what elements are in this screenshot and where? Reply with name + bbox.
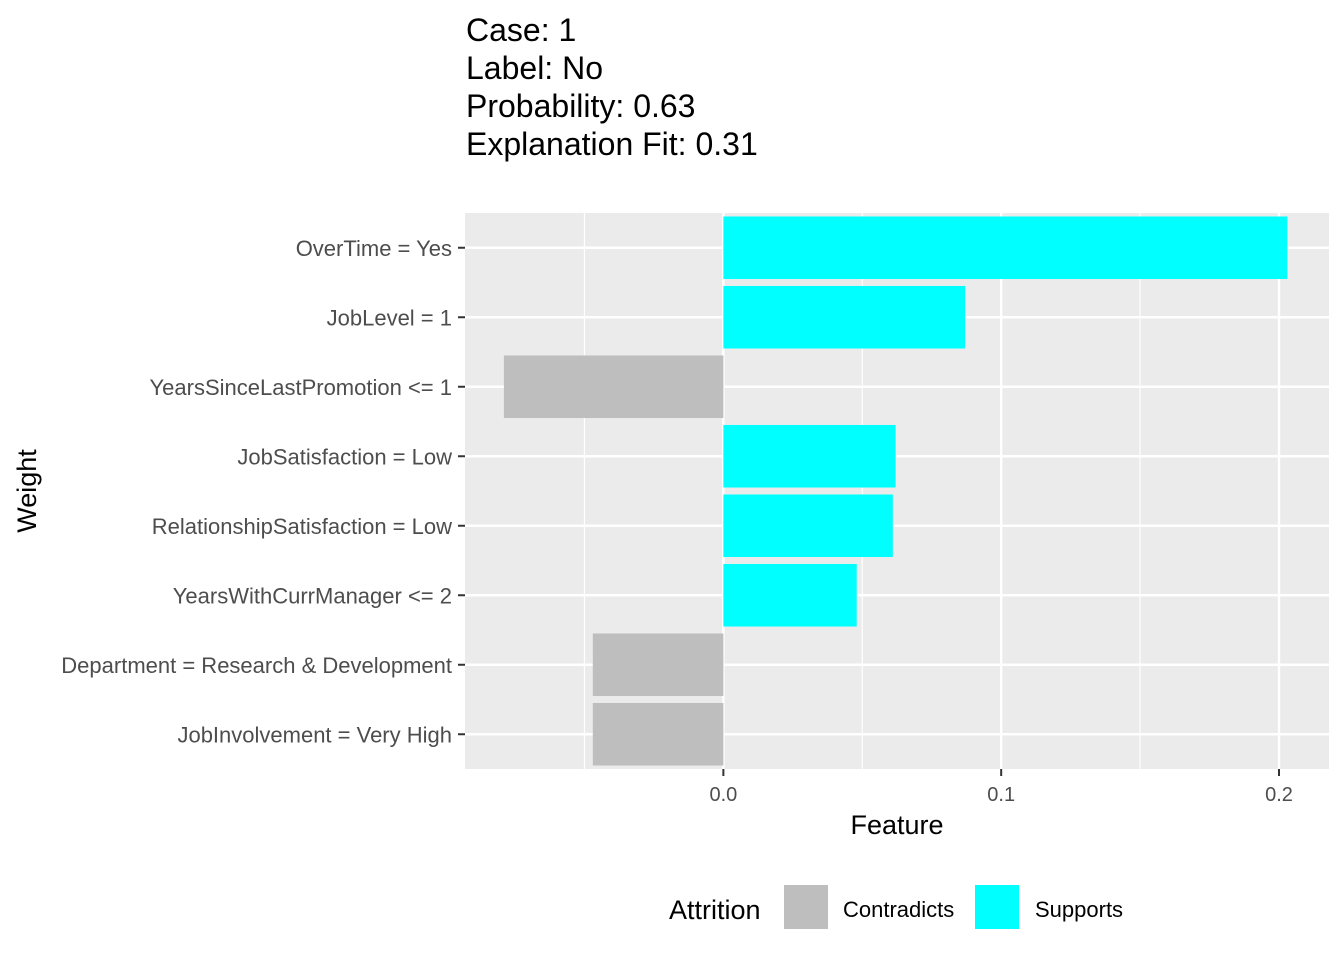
y-tick-label: JobLevel = 1 [327,305,452,330]
y-axis: OverTime = Yes JobLevel = 1 YearsSinceLast… [61,236,465,747]
bar-2 [723,285,966,349]
x-tick-label: 0.2 [1265,784,1293,806]
bar-8 [592,702,724,766]
title-line-explanation-fit: Explanation Fit: 0.31 [466,126,758,162]
y-tick-label: OverTime = Yes [296,236,452,261]
legend-label-supports: Supports [1035,897,1123,922]
bar-1 [723,216,1288,280]
bar-6 [723,563,857,627]
bar-7 [592,633,724,697]
y-tick-label: JobInvolvement = Very High [177,722,452,747]
y-tick-label: RelationshipSatisfaction = Low [152,514,452,539]
chart-title: Case: 1 Label: No Probability: 0.63 Expl… [466,12,758,162]
x-tick-label: 0.0 [709,784,737,806]
legend-key-contradicts [784,885,828,929]
legend-key-supports [975,885,1019,929]
bar-3 [503,355,724,419]
y-tick-label: YearsWithCurrManager <= 2 [173,583,452,608]
x-axis: 0.0 0.1 0.2 [709,769,1293,806]
y-axis-title: Weight [12,449,42,533]
bar-5 [723,494,893,558]
y-tick-label: Department = Research & Development [61,653,452,678]
legend-label-contradicts: Contradicts [843,897,954,922]
legend: Attrition Contradicts Supports [669,885,1123,929]
bar-4 [723,424,896,488]
title-line-case: Case: 1 [466,12,576,48]
y-tick-label: JobSatisfaction = Low [237,444,452,469]
y-tick-label: YearsSinceLastPromotion <= 1 [150,375,453,400]
x-axis-title: Feature [850,810,943,840]
title-line-label: Label: No [466,50,603,86]
title-line-probability: Probability: 0.63 [466,88,695,124]
bars [503,216,1288,766]
legend-title: Attrition [669,895,761,925]
x-tick-label: 0.1 [987,784,1015,806]
